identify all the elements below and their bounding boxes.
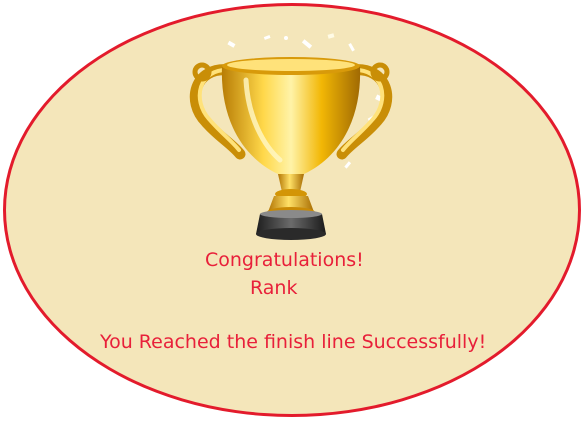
trophy-icon — [189, 33, 393, 240]
finish-message: You Reached the finish line Successfully… — [100, 331, 487, 353]
congratulations-text: Congratulations! — [205, 249, 364, 271]
rank-label: Rank — [250, 277, 298, 299]
